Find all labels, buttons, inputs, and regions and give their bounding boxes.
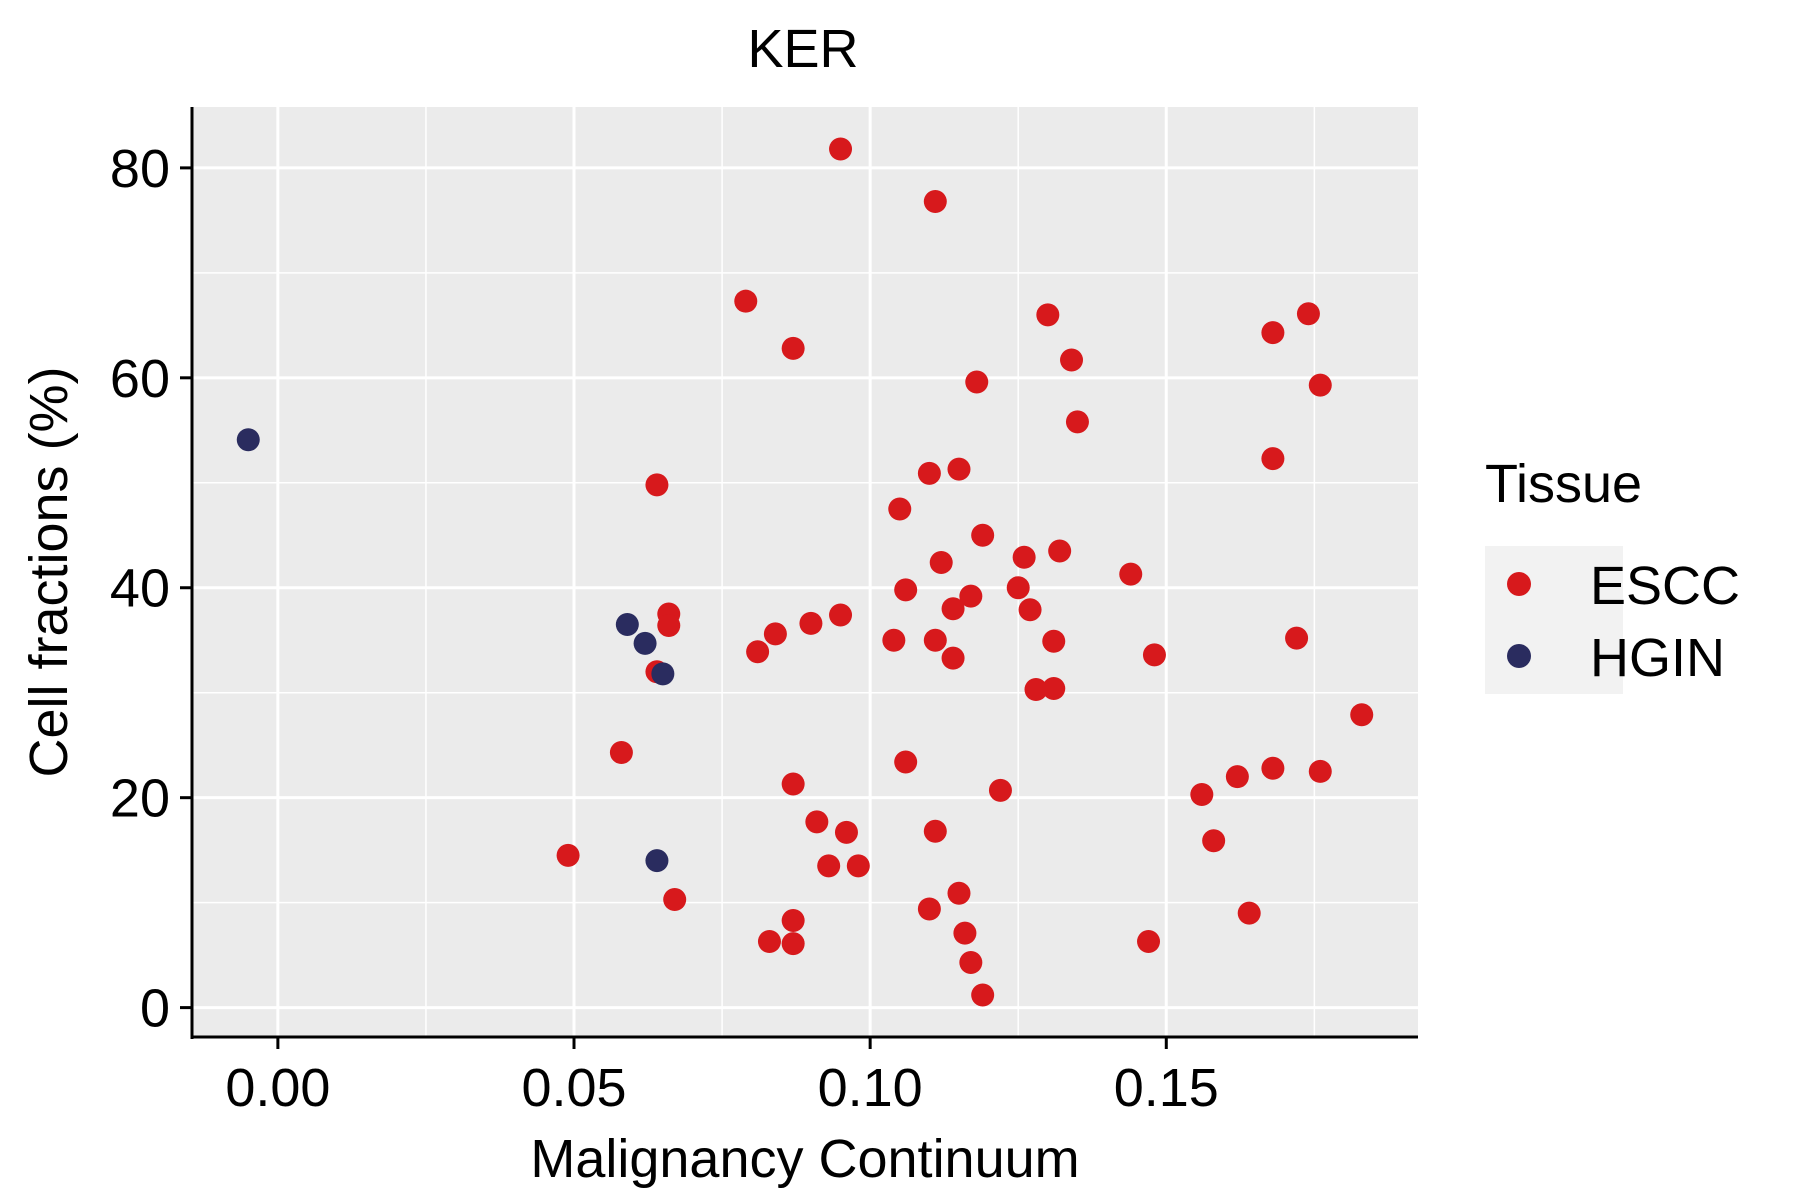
data-point-escc [1119, 562, 1143, 586]
data-point-escc [894, 578, 918, 602]
data-point-escc [1308, 759, 1332, 783]
data-point-escc [799, 611, 823, 635]
data-point-escc [746, 640, 770, 664]
data-point-escc [1018, 598, 1042, 622]
data-point-escc [947, 457, 971, 481]
data-point-escc [965, 370, 989, 394]
plot-panel [192, 107, 1418, 1037]
data-point-escc [959, 950, 983, 974]
data-point-escc [1225, 765, 1249, 789]
data-point-escc [1202, 829, 1226, 853]
data-point-hgin [236, 428, 260, 452]
y-tick-label: 80 [110, 139, 170, 199]
data-point-escc [941, 597, 965, 621]
data-point-escc [556, 843, 580, 867]
axis-ticks: 0.00 0.05 0.10 0.15 0 20 40 60 80 [110, 139, 1219, 1118]
data-point-escc [1012, 545, 1036, 569]
legend-key-background [1485, 546, 1623, 694]
data-point-escc [988, 778, 1012, 802]
data-point-escc [763, 622, 787, 646]
data-point-escc [1042, 677, 1066, 701]
data-point-escc [923, 189, 947, 213]
data-point-escc [805, 810, 829, 834]
data-point-escc [953, 921, 977, 945]
data-point-escc [781, 772, 805, 796]
data-point-escc [663, 887, 687, 911]
data-point-escc [817, 854, 841, 878]
data-point-escc [929, 551, 953, 575]
data-point-escc [894, 750, 918, 774]
data-point-hgin [645, 849, 669, 873]
grid-lines [192, 107, 1418, 1037]
data-point-escc [829, 137, 853, 161]
data-point-escc [834, 820, 858, 844]
legend-title: Tissue [1485, 454, 1642, 514]
data-point-escc [1006, 576, 1030, 600]
data-point-escc [971, 523, 995, 547]
data-point-escc [888, 497, 912, 521]
data-point-escc [1350, 703, 1374, 727]
data-point-escc [923, 819, 947, 843]
legend-label-hgin: HGIN [1590, 628, 1725, 688]
y-tick-label: 60 [110, 349, 170, 409]
data-point-hgin [651, 662, 675, 686]
data-point-escc [1137, 929, 1161, 953]
data-point-escc [1285, 626, 1309, 650]
data-point-escc [923, 628, 947, 652]
data-point-escc [734, 289, 758, 313]
y-tick-label: 0 [140, 979, 170, 1039]
data-point-escc [917, 461, 941, 485]
data-point-hgin [615, 612, 639, 636]
y-axis-label: Cell fractions (%) [19, 366, 79, 777]
legend-key-escc [1507, 572, 1531, 596]
data-point-escc [846, 854, 870, 878]
data-point-hgin [633, 631, 657, 655]
legend: Tissue ESCC HGIN [1485, 454, 1740, 694]
y-tick-label: 40 [110, 559, 170, 619]
x-tick-label: 0.15 [1114, 1058, 1219, 1118]
data-point-escc [1296, 302, 1320, 326]
data-point-escc [781, 336, 805, 360]
data-point-escc [1060, 348, 1084, 372]
data-point-escc [609, 741, 633, 765]
chart-title: KER [747, 19, 858, 79]
data-point-escc [1261, 447, 1285, 471]
data-point-escc [947, 881, 971, 905]
data-point-escc [781, 932, 805, 956]
data-point-escc [1024, 678, 1048, 702]
data-point-escc [1048, 539, 1072, 563]
data-point-escc [917, 897, 941, 921]
data-point-escc [657, 614, 681, 638]
data-point-escc [941, 646, 965, 670]
data-point-escc [959, 584, 983, 608]
legend-key-hgin [1507, 644, 1531, 668]
data-point-escc [1190, 783, 1214, 807]
x-tick-label: 0.10 [818, 1058, 923, 1118]
legend-label-escc: ESCC [1590, 556, 1740, 616]
data-point-escc [757, 929, 781, 953]
x-axis-label: Malignancy Continuum [530, 1129, 1079, 1189]
data-point-escc [882, 628, 906, 652]
data-points [236, 137, 1374, 1007]
data-point-escc [1308, 373, 1332, 397]
data-point-escc [1261, 756, 1285, 780]
data-point-escc [1142, 643, 1166, 667]
data-point-escc [1065, 410, 1089, 434]
data-point-escc [645, 473, 669, 497]
data-point-escc [971, 983, 995, 1007]
data-point-escc [1036, 303, 1060, 327]
data-point-escc [829, 603, 853, 627]
data-point-escc [1237, 901, 1261, 925]
x-tick-label: 0.05 [521, 1058, 626, 1118]
y-tick-label: 20 [110, 769, 170, 829]
x-tick-label: 0.00 [225, 1058, 330, 1118]
data-point-escc [1042, 629, 1066, 653]
data-point-escc [1261, 321, 1285, 345]
data-point-escc [781, 908, 805, 932]
